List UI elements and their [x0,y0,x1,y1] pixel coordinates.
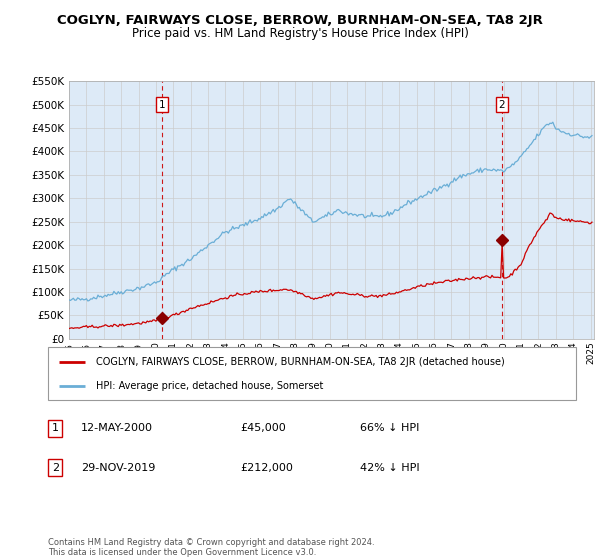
Text: COGLYN, FAIRWAYS CLOSE, BERROW, BURNHAM-ON-SEA, TA8 2JR (detached house): COGLYN, FAIRWAYS CLOSE, BERROW, BURNHAM-… [95,357,504,367]
Text: 1: 1 [52,423,59,433]
Text: 29-NOV-2019: 29-NOV-2019 [81,463,155,473]
Text: 42% ↓ HPI: 42% ↓ HPI [360,463,419,473]
Text: HPI: Average price, detached house, Somerset: HPI: Average price, detached house, Some… [95,380,323,390]
Text: 2: 2 [52,463,59,473]
Text: 2: 2 [499,100,505,110]
Text: 66% ↓ HPI: 66% ↓ HPI [360,423,419,433]
Text: Price paid vs. HM Land Registry's House Price Index (HPI): Price paid vs. HM Land Registry's House … [131,27,469,40]
FancyBboxPatch shape [48,347,576,400]
Text: Contains HM Land Registry data © Crown copyright and database right 2024.
This d: Contains HM Land Registry data © Crown c… [48,538,374,557]
Text: 12-MAY-2000: 12-MAY-2000 [81,423,153,433]
Text: 1: 1 [159,100,166,110]
Text: £212,000: £212,000 [240,463,293,473]
Text: £45,000: £45,000 [240,423,286,433]
Text: COGLYN, FAIRWAYS CLOSE, BERROW, BURNHAM-ON-SEA, TA8 2JR: COGLYN, FAIRWAYS CLOSE, BERROW, BURNHAM-… [57,14,543,27]
